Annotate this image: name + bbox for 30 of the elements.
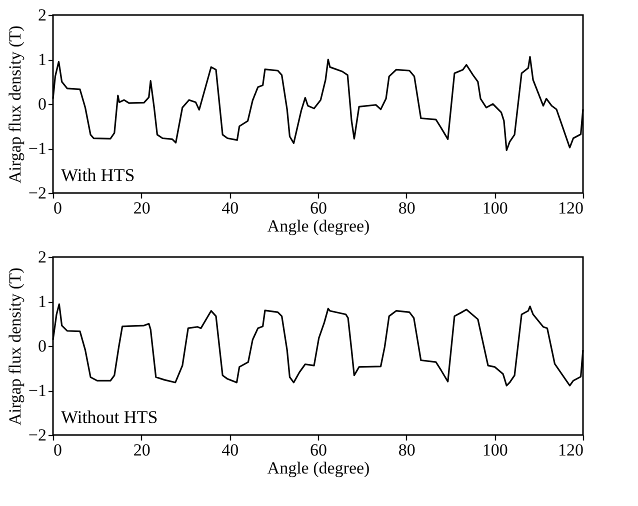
x-tick-label: 100	[482, 198, 508, 218]
y-tick-label: 2	[38, 248, 46, 266]
x-tick-label: 100	[482, 440, 508, 460]
x-tick-label: 0	[54, 440, 62, 460]
y-tick-label: −1	[28, 381, 46, 400]
x-tick-label: 80	[398, 198, 416, 218]
y-tick-label: −2	[28, 426, 46, 444]
x-axis-title: Angle (degree)	[267, 458, 370, 478]
y-tick-label: −2	[28, 184, 46, 202]
y-axis-title: Airgap flux density (T)	[5, 26, 24, 184]
y-tick-label: 1	[38, 50, 46, 69]
y-tick-label: 0	[38, 94, 46, 114]
x-axis-title: Angle (degree)	[267, 216, 370, 236]
y-tick-label: 1	[38, 292, 46, 311]
y-tick-label: 2	[38, 6, 46, 24]
x-tick-label: 20	[133, 440, 150, 460]
y-axis-title: Airgap flux density (T)	[5, 268, 24, 426]
x-tick-label: 120	[558, 198, 584, 218]
x-tick-label: 0	[54, 198, 62, 218]
x-tick-label: 40	[222, 440, 239, 460]
annotation: Without HTS	[61, 407, 158, 427]
x-tick-label: 60	[310, 198, 327, 218]
x-tick-label: 20	[133, 198, 150, 218]
x-tick-label: 120	[558, 440, 584, 460]
y-tick-label: 0	[38, 336, 46, 356]
annotation: With HTS	[61, 165, 135, 185]
x-tick-label: 40	[222, 198, 239, 218]
x-tick-label: 60	[310, 440, 327, 460]
x-tick-label: 80	[398, 440, 416, 460]
y-tick-label: −1	[28, 139, 46, 158]
